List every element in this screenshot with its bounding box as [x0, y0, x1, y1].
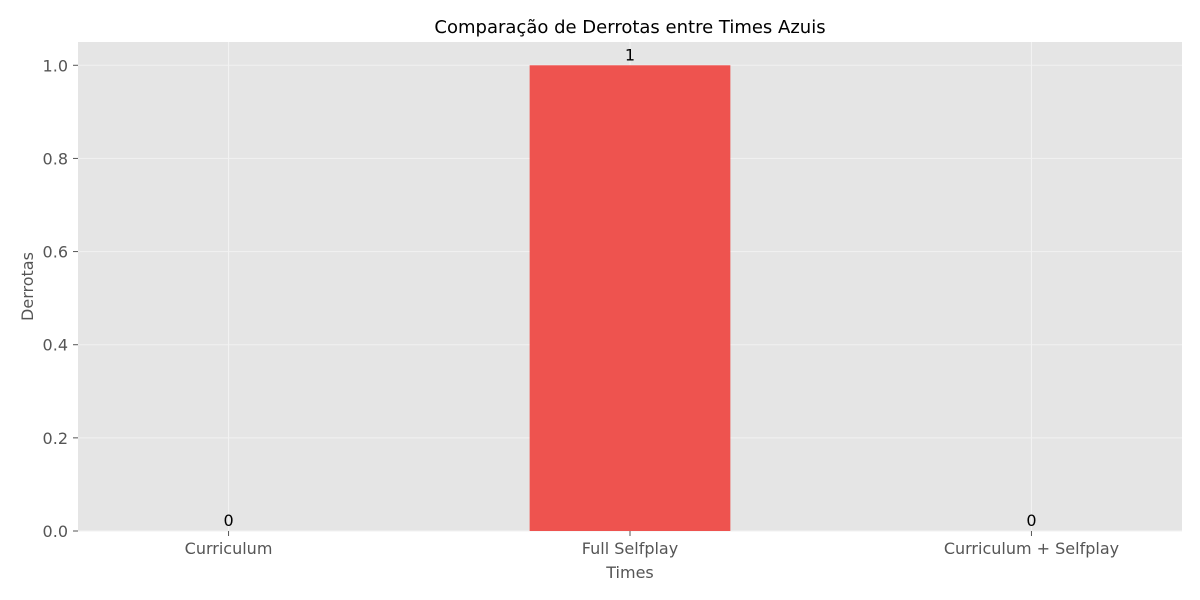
x-tick-label: Curriculum	[185, 539, 273, 558]
bar-value-label: 1	[625, 45, 635, 64]
x-axis-label: Times	[605, 563, 654, 582]
y-tick-label: 1.0	[43, 56, 68, 75]
bars	[530, 65, 731, 531]
x-tick-label: Curriculum + Selfplay	[944, 539, 1119, 558]
y-tick-label: 0.6	[43, 243, 68, 262]
y-tick-label: 0.0	[43, 522, 68, 541]
bar-value-label: 0	[223, 511, 233, 530]
bar	[530, 65, 731, 531]
y-tick-label: 0.4	[43, 336, 68, 355]
y-axis-label: Derrotas	[18, 252, 37, 321]
y-tick-label: 0.8	[43, 149, 68, 168]
x-tick-label: Full Selfplay	[582, 539, 678, 558]
bar-value-label: 0	[1026, 511, 1036, 530]
y-tick-label: 0.2	[43, 429, 68, 448]
chart-title: Comparação de Derrotas entre Times Azuis	[434, 17, 825, 38]
